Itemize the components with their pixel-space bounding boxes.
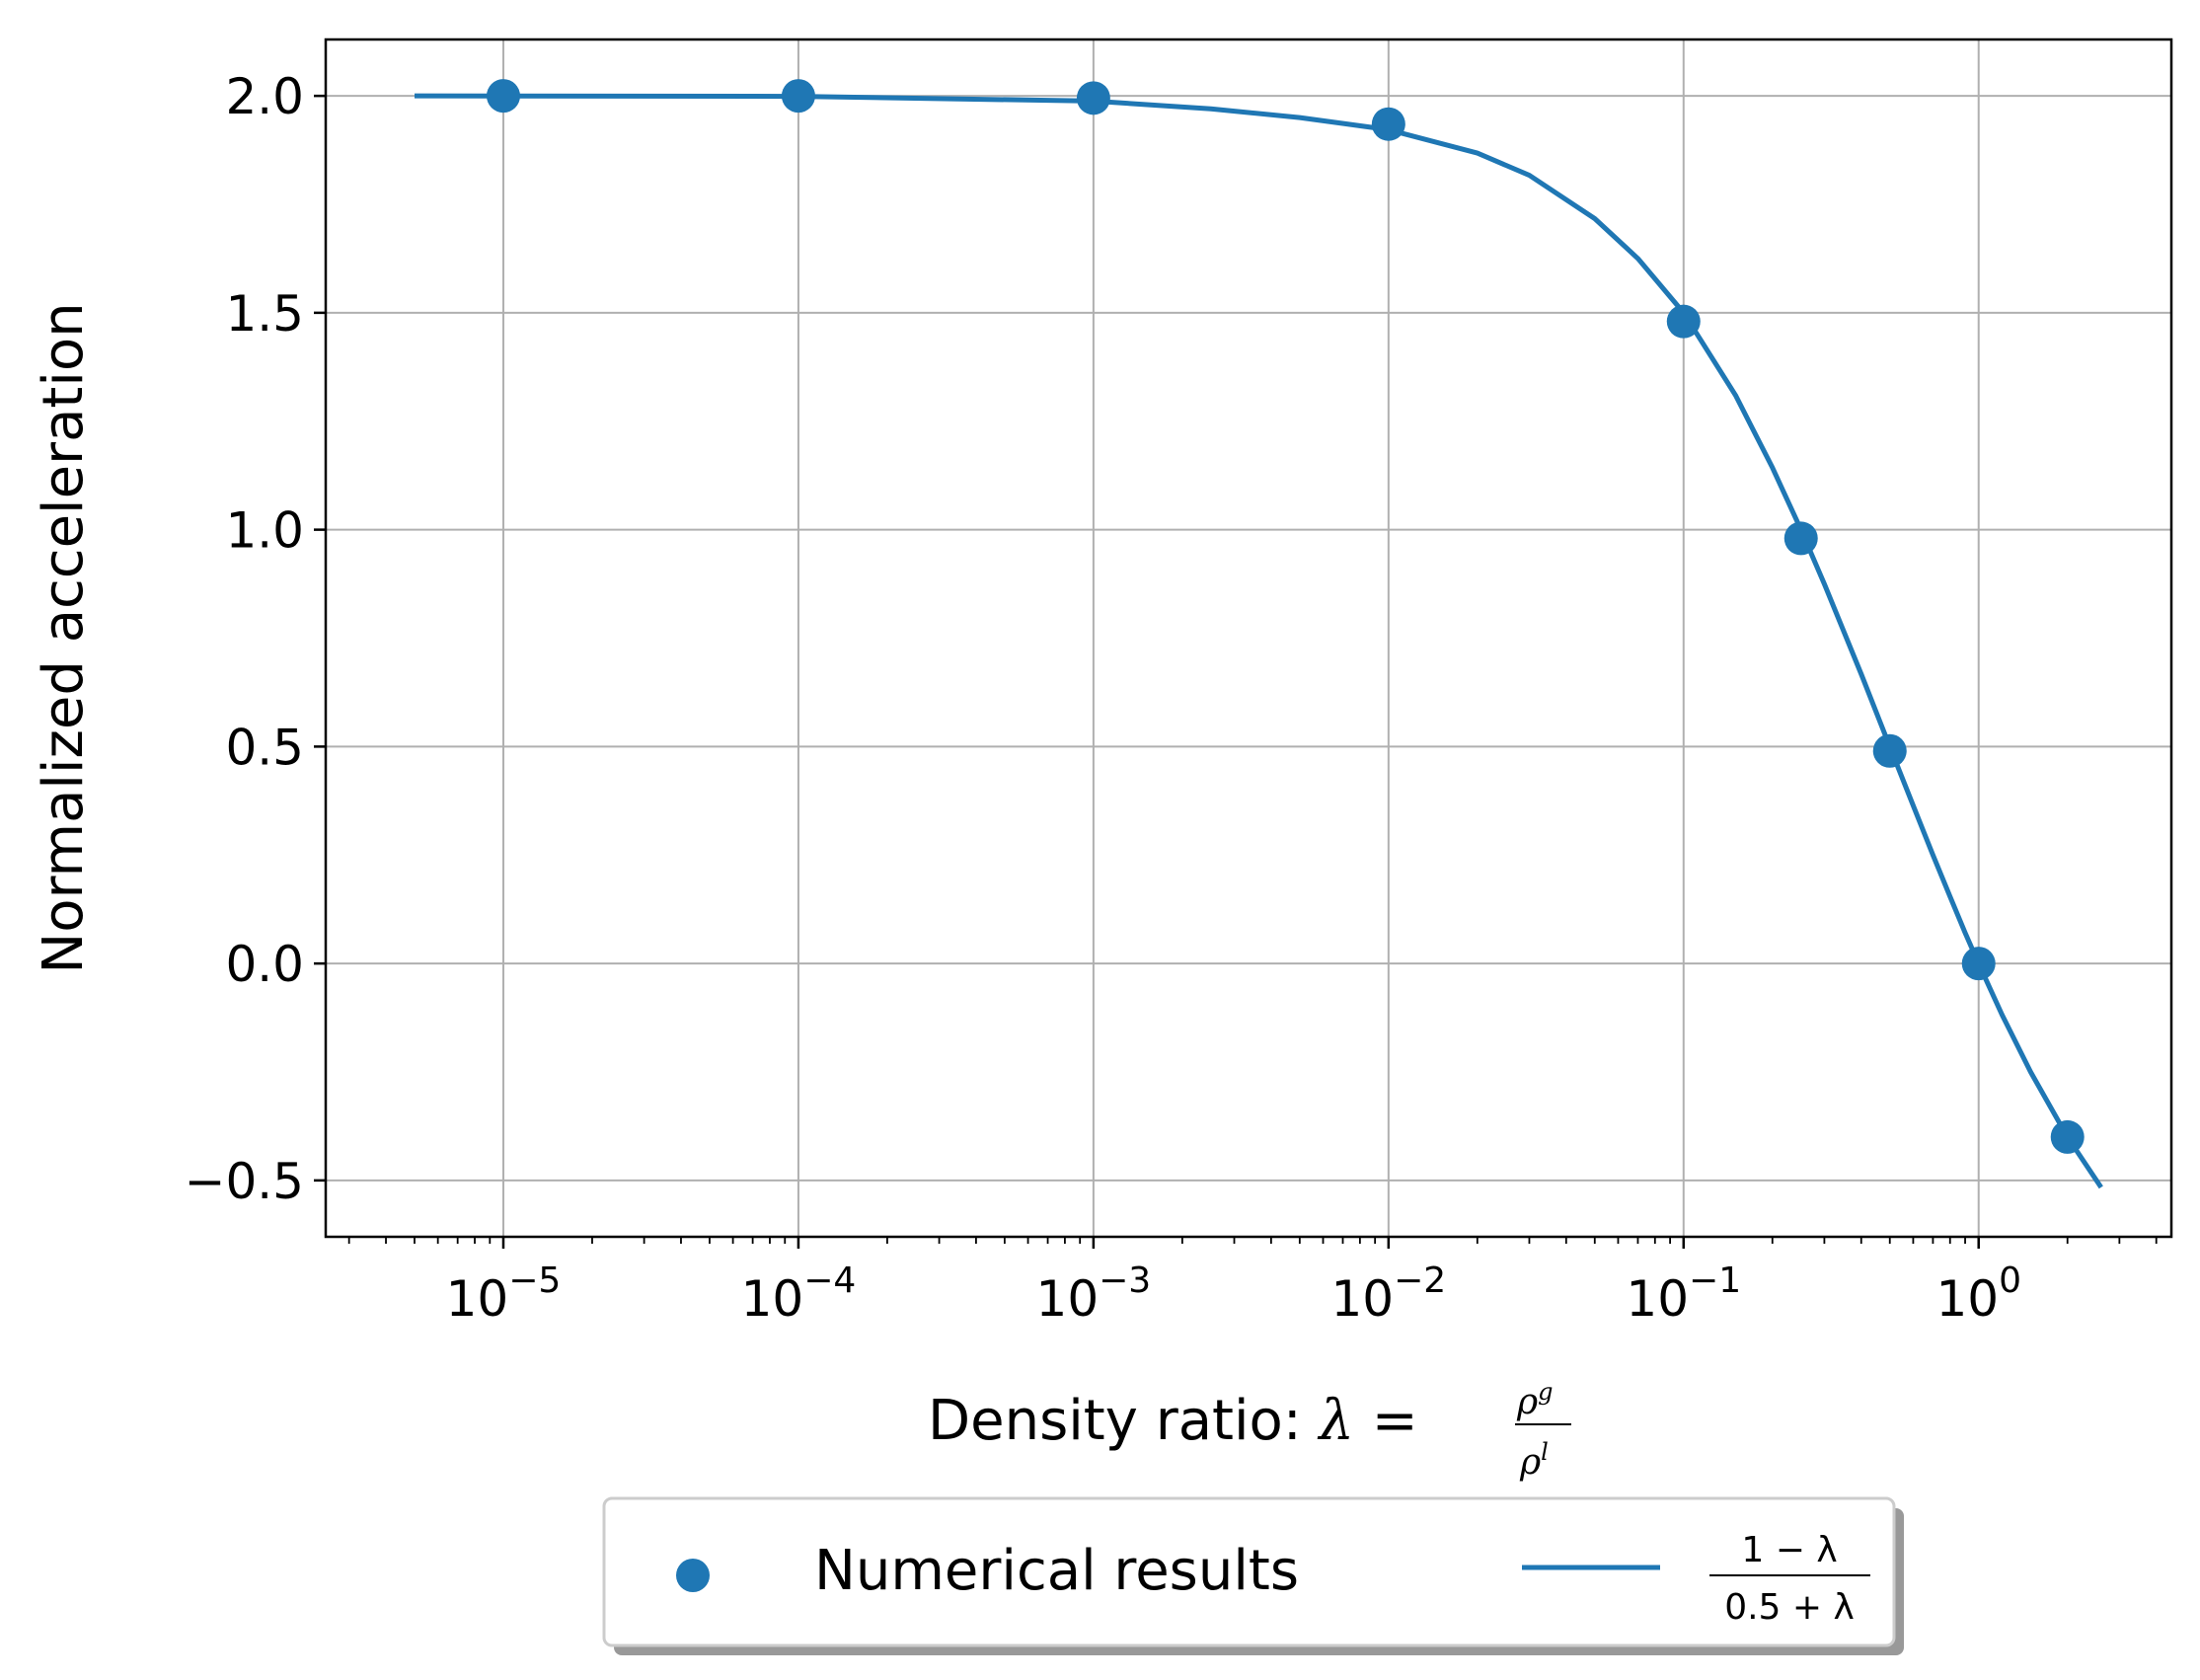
- x-axis-label-num-sup: g: [1538, 1378, 1553, 1406]
- grid: [326, 39, 2171, 1237]
- x-tick-label: 100: [1935, 1260, 2021, 1328]
- x-axis-label-symbol: λ: [1317, 1389, 1354, 1453]
- legend-label-fraction-den: 0.5 + λ: [1724, 1587, 1855, 1628]
- x-tick-label: 10−4: [741, 1260, 857, 1328]
- y-tick-label: 0.0: [225, 936, 304, 993]
- svg-text:Density ratio: λ =: Density ratio: λ =: [928, 1389, 1418, 1453]
- x-axis-label-num: ρ: [1516, 1382, 1538, 1422]
- y-tick-label: 0.5: [225, 719, 304, 776]
- x-tick-label: 10−2: [1330, 1260, 1446, 1328]
- y-axis-label: Normalized acceleration: [32, 302, 96, 973]
- y-tick-label: 1.5: [225, 285, 304, 343]
- data-point: [1783, 521, 1818, 556]
- legend-label-fraction-num: 1 − λ: [1741, 1530, 1837, 1570]
- x-axis-label-prefix: Density ratio:: [928, 1389, 1319, 1453]
- ticks: [314, 94, 2158, 1249]
- legend-scatter-marker: [676, 1559, 710, 1592]
- x-axis-label-den-sup: l: [1541, 1438, 1549, 1466]
- data-point: [1371, 107, 1405, 141]
- data-point: [781, 79, 815, 114]
- data-point: [1076, 81, 1110, 115]
- data-point: [486, 79, 520, 114]
- svg-text:ρl: ρl: [1519, 1438, 1549, 1483]
- legend-label-numerical-results: Numerical results: [814, 1539, 1299, 1603]
- tick-labels: 10−5 10−4 10−3 10−2 10−1 100 2.0 1.5 1.0 0.5 0.0 −0…: [185, 68, 2021, 1328]
- legend: Numerical results 1 − λ 0.5 + λ: [602, 1496, 1904, 1655]
- numerical-points: [486, 79, 2085, 1154]
- data-point: [1872, 733, 1907, 768]
- y-tick-label: 1.0: [225, 502, 304, 560]
- data-point: [2050, 1119, 2085, 1154]
- data-point: [1666, 304, 1701, 339]
- x-tick-label: 10−5: [446, 1260, 562, 1328]
- x-tick-label: 10−3: [1036, 1260, 1152, 1328]
- y-tick-label: 2.0: [225, 68, 304, 125]
- x-axis-label-eq: =: [1354, 1389, 1418, 1453]
- svg-text:ρg: ρg: [1516, 1378, 1554, 1422]
- data-point: [1961, 947, 1996, 981]
- y-tick-label: −0.5: [185, 1153, 304, 1210]
- legend-box: [602, 1496, 1896, 1647]
- x-axis-label: Density ratio: λ = ρg ρl: [928, 1378, 1571, 1483]
- x-axis-label-den: ρ: [1519, 1442, 1541, 1483]
- axes-frame: [324, 38, 2173, 1239]
- x-tick-label: 10−1: [1626, 1260, 1741, 1328]
